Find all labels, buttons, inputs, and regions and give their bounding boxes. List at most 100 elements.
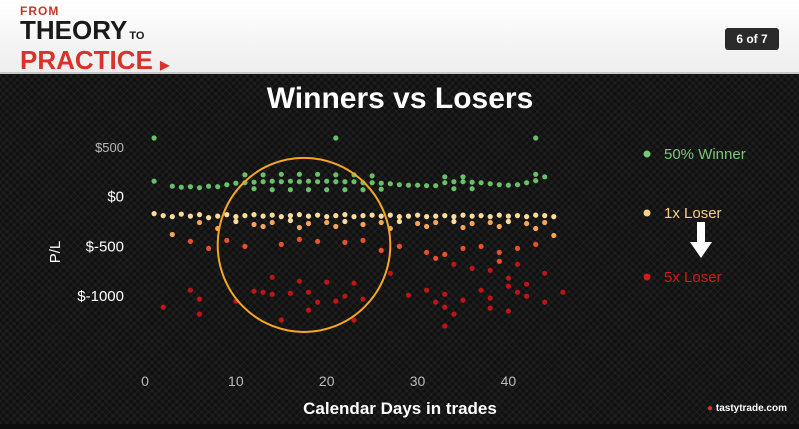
data-point (442, 180, 448, 186)
data-point (514, 261, 521, 267)
data-point (460, 212, 466, 218)
data-point (196, 296, 203, 302)
data-point (433, 183, 439, 189)
data-point (451, 218, 457, 225)
brand-logo: ● tastytrade.com (707, 403, 787, 414)
data-point (333, 213, 339, 219)
data-point (505, 283, 511, 289)
data-point (396, 214, 402, 220)
show-logo: FROM THEORY TO PRACTICE ▶ (20, 4, 169, 77)
data-point (496, 182, 502, 188)
data-point (442, 251, 448, 257)
data-point (287, 213, 293, 219)
y-tick-label: $0 (107, 189, 124, 206)
data-point (224, 237, 230, 243)
data-point (533, 241, 539, 247)
logo-theory: THEORY (20, 15, 128, 45)
data-point (405, 292, 412, 298)
data-point (333, 298, 339, 304)
data-point (260, 223, 266, 230)
data-point (305, 187, 312, 193)
data-point (287, 187, 293, 193)
data-point (296, 212, 302, 218)
data-point (260, 213, 266, 219)
data-point (305, 307, 312, 313)
data-point (478, 180, 484, 186)
data-point (269, 274, 275, 280)
data-point (542, 299, 548, 305)
data-point (287, 217, 293, 224)
data-point (496, 223, 502, 230)
x-tick-label: 0 (141, 373, 149, 389)
data-point (296, 236, 302, 242)
data-point (324, 219, 330, 226)
data-point (542, 174, 548, 180)
data-point (496, 212, 502, 218)
slide-body: Winners vs Losers Calendar Days in trade… (0, 74, 799, 424)
header-bar: FROM THEORY TO PRACTICE ▶ 6 of 7 (0, 0, 799, 74)
data-point (542, 213, 548, 219)
data-point (187, 287, 193, 293)
data-point (524, 281, 530, 287)
legend-label: 1x Loser (664, 205, 722, 222)
data-point (305, 178, 312, 184)
data-point (315, 171, 321, 177)
data-point (315, 212, 321, 218)
data-point (551, 232, 557, 239)
data-point (442, 291, 448, 297)
data-point (478, 287, 484, 293)
data-point (260, 179, 266, 185)
data-point (505, 213, 511, 219)
logo-practice: PRACTICE (20, 45, 153, 75)
data-point (469, 213, 475, 219)
data-point (233, 214, 239, 220)
data-point (151, 135, 157, 141)
data-point (360, 187, 366, 193)
data-point (287, 178, 293, 184)
data-point (396, 182, 402, 188)
data-point (378, 213, 384, 219)
data-point (524, 293, 530, 299)
data-point (305, 213, 312, 219)
data-point (333, 223, 339, 230)
data-point (433, 213, 439, 219)
data-point (260, 289, 266, 295)
data-point (469, 220, 475, 227)
data-point (387, 212, 393, 218)
data-point (324, 187, 330, 193)
data-point (478, 213, 484, 219)
data-point (287, 290, 293, 296)
data-point (178, 184, 184, 190)
data-point (251, 288, 257, 294)
cherry-icon: ● (707, 403, 714, 414)
data-point (278, 317, 284, 323)
data-point (206, 215, 212, 221)
data-point (242, 213, 248, 219)
data-point (269, 187, 275, 193)
data-point (396, 243, 402, 249)
data-point (369, 212, 375, 218)
data-point (451, 214, 457, 220)
chart-title: Winners vs Losers (267, 82, 534, 115)
data-point (478, 243, 484, 249)
data-point (342, 239, 348, 245)
data-point (196, 212, 203, 218)
data-point (187, 238, 193, 244)
data-point (206, 183, 212, 189)
data-point (269, 219, 275, 226)
data-point (206, 245, 212, 251)
data-point (424, 223, 430, 230)
scatter-chart: Winners vs Losers Calendar Days in trade… (47, 82, 746, 418)
data-point (442, 213, 448, 219)
data-point (487, 214, 493, 220)
data-point (360, 296, 366, 302)
data-point (360, 221, 366, 228)
x-tick-label: 20 (319, 373, 335, 389)
data-point (424, 249, 430, 255)
data-point (224, 212, 230, 218)
highlight-ellipse (216, 156, 392, 333)
down-arrow-icon (690, 222, 712, 258)
data-point (360, 237, 366, 243)
data-point (251, 212, 257, 218)
data-point (296, 278, 302, 284)
